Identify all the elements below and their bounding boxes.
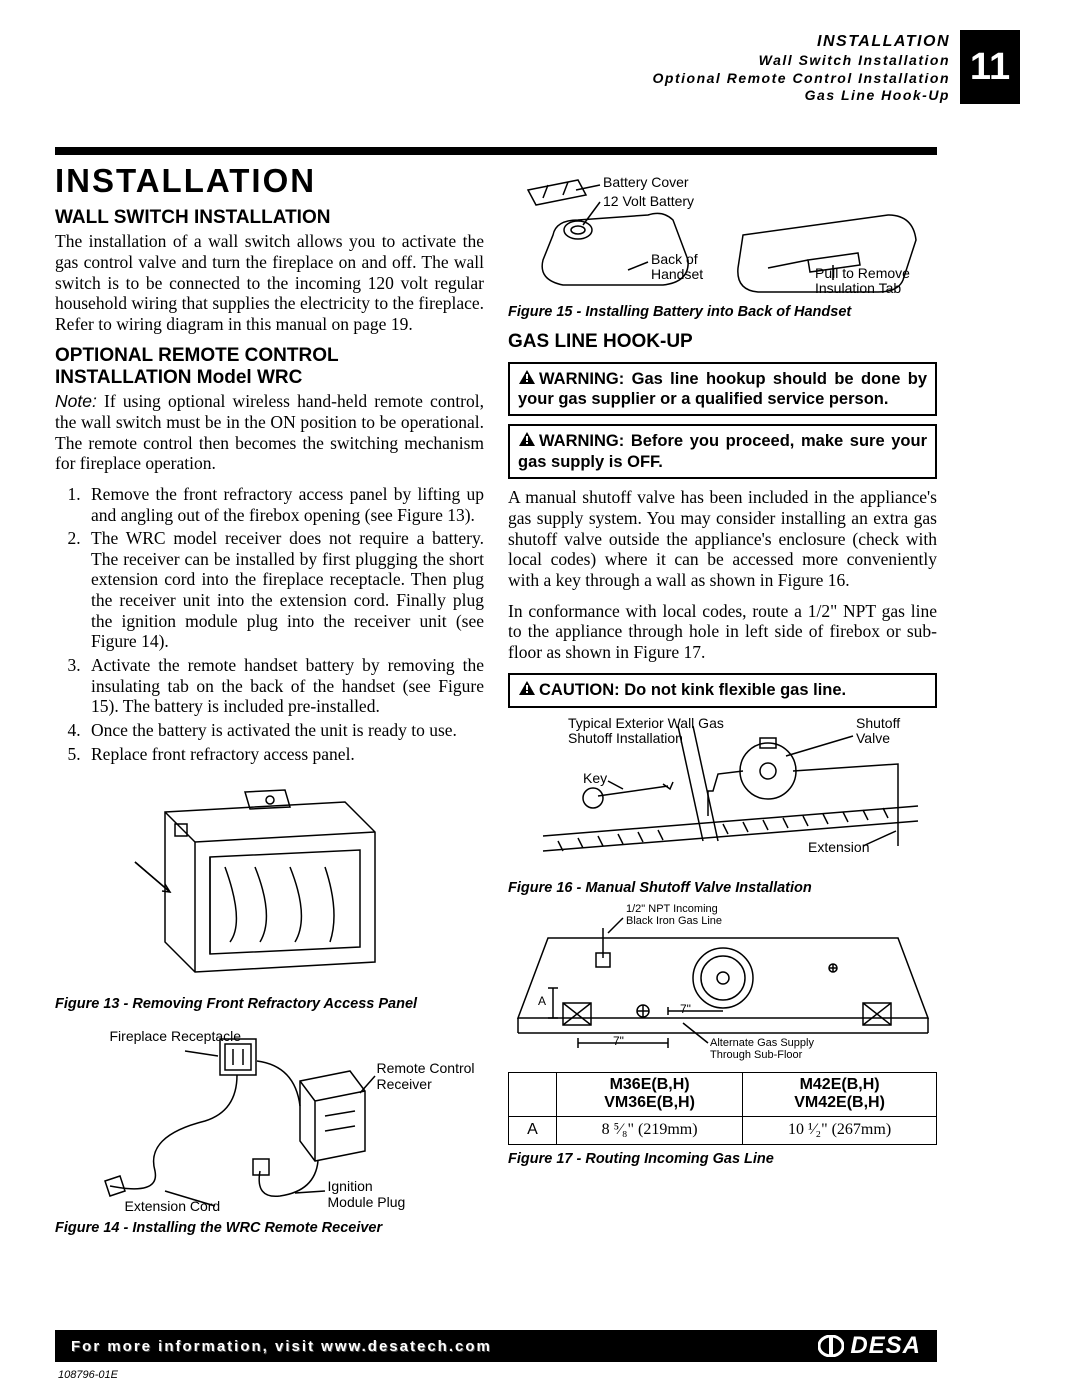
footer-bar: For more information, visit www.desatech…	[55, 1330, 937, 1362]
page-number: 11	[960, 30, 1020, 104]
th-a: M36E(B,H)VM36E(B,H)	[557, 1073, 743, 1117]
brand-logo: DESA	[818, 1332, 921, 1360]
remote-heading-l1: OPTIONAL REMOTE CONTROL	[55, 345, 339, 366]
header-line-4: Gas Line Hook-Up	[653, 87, 950, 105]
step-4: Once the battery is activated the unit i…	[85, 720, 484, 741]
warning-1: WARNING: Gas line hookup should be done …	[508, 362, 937, 417]
warning-icon	[518, 369, 536, 390]
f14-cord-label: Extension Cord	[125, 1199, 221, 1214]
f17-dimA: A	[538, 995, 546, 1008]
caution-text: CAUTION: Do not kink flexible gas line.	[539, 681, 846, 699]
figure-13	[115, 772, 415, 992]
cell-a: 8 ⁵⁄₈" (219mm)	[557, 1116, 743, 1144]
warning-2: WARNING: Before you proceed, make sure y…	[508, 424, 937, 479]
logo-icon	[818, 1335, 844, 1357]
remote-heading-l2: INSTALLATION Model WRC	[55, 367, 302, 388]
header-line-3: Optional Remote Control Installation	[653, 70, 950, 88]
gasline-heading: GAS LINE HOOK-UP	[508, 331, 937, 353]
figure-14-caption: Figure 14 - Installing the WRC Remote Re…	[55, 1220, 484, 1237]
header-line-1: INSTALLATION	[653, 32, 950, 52]
gasline-p1: A manual shutoff valve has been included…	[508, 487, 937, 590]
row-label: A	[509, 1116, 557, 1144]
right-column: Battery Cover 12 Volt Battery Back of Ha…	[508, 162, 937, 1237]
f17-npt-label: 1/2" NPT Incoming Black Iron Gas Line	[626, 903, 746, 927]
figure-17: 1/2" NPT Incoming Black Iron Gas Line Al…	[508, 903, 937, 1068]
wall-switch-para: The installation of a wall switch allows…	[55, 231, 484, 334]
f16-ext-label: Extension	[808, 840, 869, 855]
warning-2-text: WARNING: Before you proceed, make sure y…	[518, 432, 927, 470]
step-2: The WRC model receiver does not require …	[85, 528, 484, 652]
f16-typ-label: Typical Exterior Wall Gas Shutoff Instal…	[568, 716, 738, 747]
f16-key-label: Key	[583, 771, 607, 786]
f14-receiver-label: Remote Control Receiver	[377, 1061, 477, 1092]
model-dim-table: M36E(B,H)VM36E(B,H) M42E(B,H)VM42E(B,H) …	[508, 1072, 937, 1145]
content-columns: INSTALLATION WALL SWITCH INSTALLATION Th…	[55, 162, 937, 1237]
footer-text: For more information, visit www.desatech…	[71, 1338, 492, 1355]
f14-receptacle-label: Fireplace Receptacle	[110, 1029, 242, 1044]
f15-battcover-label: Battery Cover	[603, 175, 689, 190]
warning-icon	[518, 680, 536, 701]
caution-box: CAUTION: Do not kink flexible gas line.	[508, 673, 937, 708]
header-text-block: INSTALLATION Wall Switch Installation Op…	[653, 30, 950, 105]
left-column: INSTALLATION WALL SWITCH INSTALLATION Th…	[55, 162, 484, 1237]
f15-pull-label: Pull to Remove Insulation Tab	[815, 266, 935, 297]
f16-valve-label: Shutoff Valve	[856, 716, 916, 747]
figure-16: Typical Exterior Wall Gas Shutoff Instal…	[508, 716, 937, 876]
brand-text: DESA	[850, 1332, 921, 1360]
gasline-p2: In conformance with local codes, route a…	[508, 601, 937, 663]
figure-15: Battery Cover 12 Volt Battery Back of Ha…	[508, 170, 937, 300]
cell-b: 10 ¹⁄₂" (267mm)	[743, 1116, 937, 1144]
note-body: If using optional wireless hand-held rem…	[55, 391, 484, 473]
f15-back-label: Back of Handset	[651, 252, 721, 283]
f17-dim7b: 7"	[613, 1035, 624, 1048]
th-b: M42E(B,H)VM42E(B,H)	[743, 1073, 937, 1117]
figure-13-svg	[115, 772, 415, 992]
figure-17-caption: Figure 17 - Routing Incoming Gas Line	[508, 1151, 937, 1168]
f17-alt-label: Alternate Gas Supply Through Sub-Floor	[710, 1037, 850, 1061]
step-1: Remove the front refractory access panel…	[85, 484, 484, 525]
warning-1-text: WARNING: Gas line hookup should be done …	[518, 370, 927, 408]
figure-16-caption: Figure 16 - Manual Shutoff Valve Install…	[508, 880, 937, 897]
step-5: Replace front refractory access panel.	[85, 744, 484, 765]
note-lead: Note:	[55, 391, 97, 411]
wall-switch-heading: WALL SWITCH INSTALLATION	[55, 207, 484, 229]
step-3: Activate the remote handset battery by r…	[85, 655, 484, 717]
section-title: INSTALLATION	[55, 162, 484, 201]
header-rule	[55, 147, 937, 155]
remote-steps: Remove the front refractory access panel…	[55, 484, 484, 764]
remote-heading: OPTIONAL REMOTE CONTROL INSTALLATION Mod…	[55, 345, 484, 390]
f15-12v-label: 12 Volt Battery	[603, 194, 694, 209]
page-header: INSTALLATION Wall Switch Installation Op…	[653, 30, 1020, 105]
header-line-2: Wall Switch Installation	[653, 52, 950, 70]
f14-plug-label: Ignition Module Plug	[328, 1179, 418, 1210]
figure-15-caption: Figure 15 - Installing Battery into Back…	[508, 304, 937, 321]
doc-id: 108796-01E	[58, 1369, 118, 1381]
figure-13-caption: Figure 13 - Removing Front Refractory Ac…	[55, 996, 484, 1013]
figure-14: Fireplace Receptacle Remote Control Rece…	[65, 1021, 475, 1216]
remote-note: Note: If using optional wireless hand-he…	[55, 391, 484, 474]
f17-dim7a: 7"	[680, 1003, 691, 1016]
warning-icon	[518, 431, 536, 452]
